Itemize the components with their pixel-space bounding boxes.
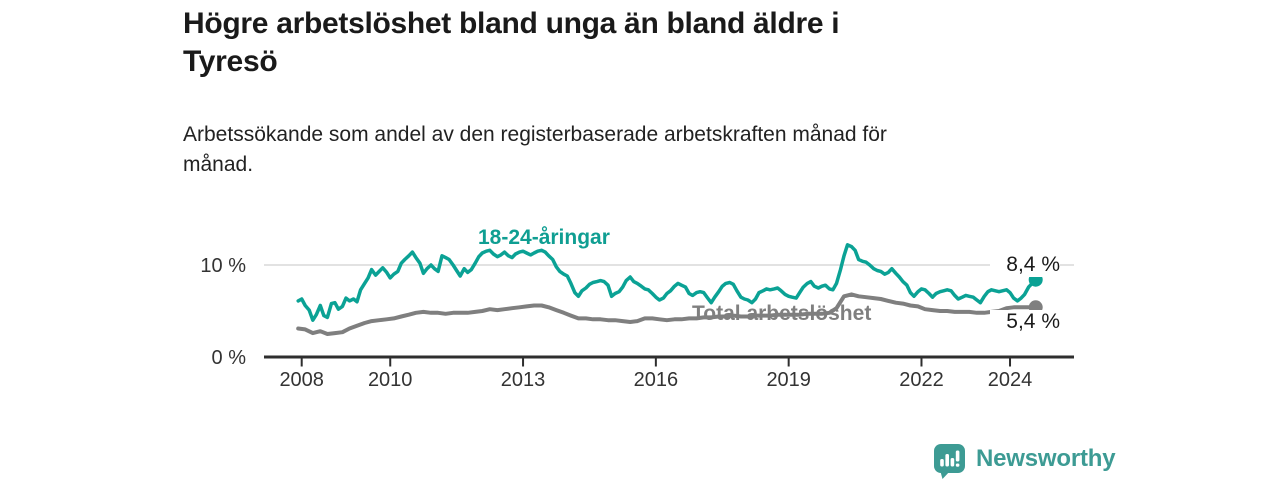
chart-subtitle-line-1: Arbetssökande som andel av den registerb… (183, 123, 887, 146)
x-tick-label-2019: 2019 (766, 369, 811, 391)
end-value-young: 8,4 % (990, 253, 1060, 277)
newsworthy-logo: Newsworthy (933, 443, 1116, 479)
series-label-young: 18-24-åringar (478, 226, 610, 249)
x-tick-label-2008: 2008 (279, 369, 324, 391)
y-tick-label-0: 0 % (211, 347, 246, 369)
x-tick-label-2016: 2016 (633, 369, 679, 391)
x-tick-label-2010: 2010 (367, 369, 413, 391)
chart-title: Högre arbetslöshet bland unga än bland ä… (183, 5, 1043, 81)
chart-title-line-2: Tyresö (183, 45, 278, 78)
x-tick-label-2013: 2013 (500, 369, 546, 391)
chart-subtitle: Arbetssökande som andel av den registerb… (183, 120, 1063, 180)
young-series-line (296, 243, 1038, 322)
chart-title-line-1: Högre arbetslöshet bland unga än bland ä… (183, 7, 840, 40)
series-label-total: Total arbetslöshet (692, 302, 872, 325)
x-tick-label-2022: 2022 (899, 369, 944, 391)
end-value-total: 5,4 % (990, 310, 1060, 334)
x-tick-label-2024: 2024 (987, 369, 1033, 391)
newsworthy-logo-text: Newsworthy (976, 445, 1116, 472)
total-series-line (296, 292, 1038, 336)
chart-subtitle-line-2: månad. (183, 153, 254, 176)
y-tick-label-10: 10 % (200, 255, 246, 277)
bar-chart-speech-bubble-icon (934, 444, 965, 479)
